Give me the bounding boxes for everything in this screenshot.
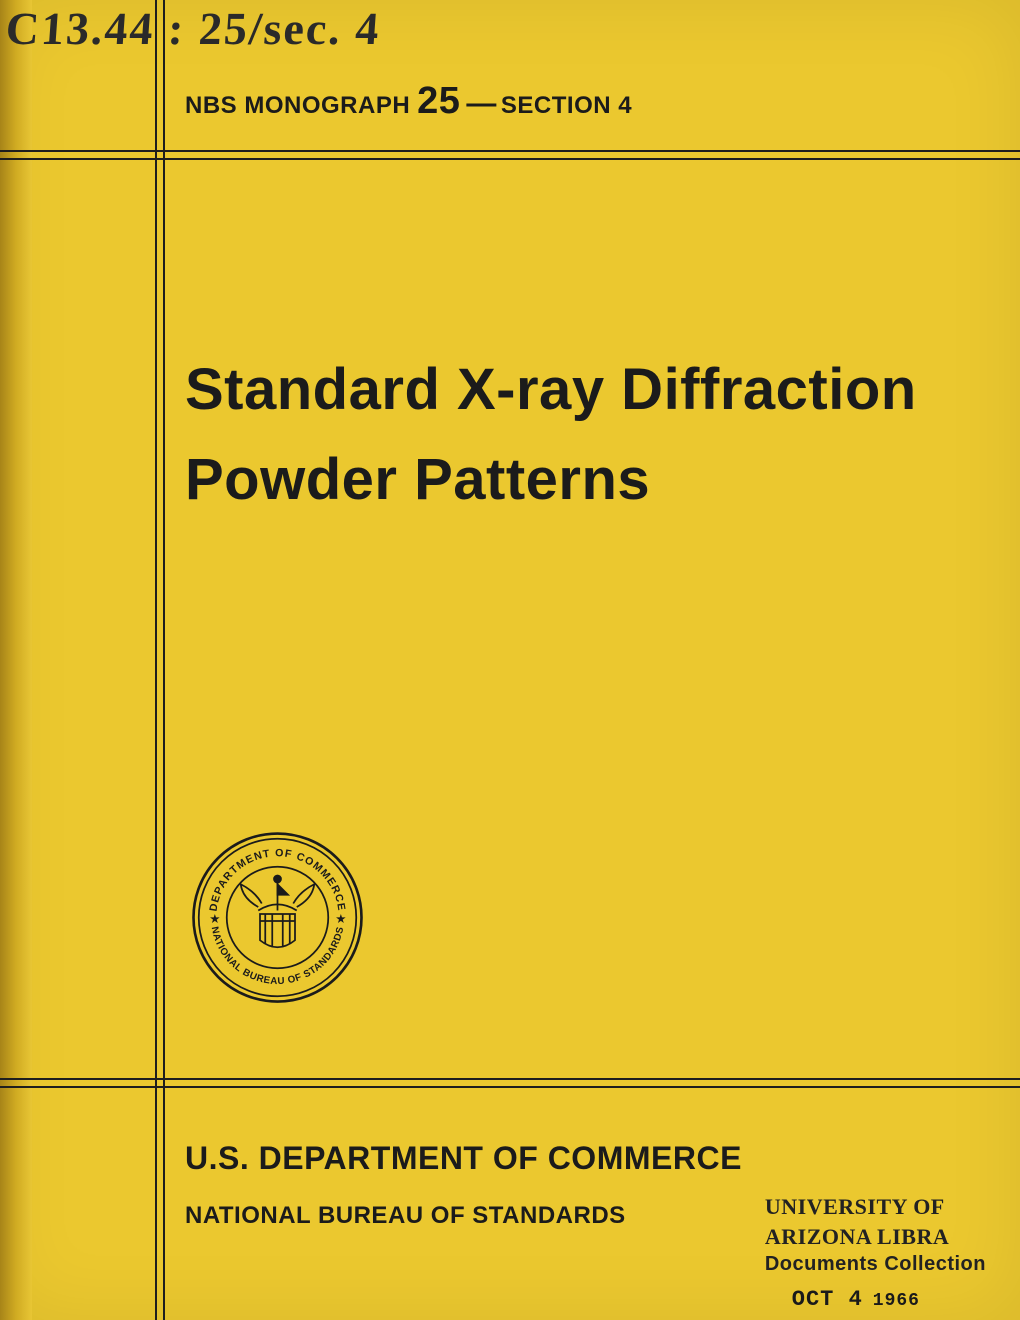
svg-text:★: ★	[335, 912, 346, 926]
date-stamp-monthday: OCT 4	[792, 1287, 863, 1312]
library-stamp-line-3: Documents Collection	[765, 1251, 986, 1278]
series-dash: —	[462, 87, 501, 120]
library-stamp: UNIVERSITY OF ARIZONA LIBRA Documents Co…	[765, 1192, 986, 1278]
title-line-2: Powder Patterns	[185, 435, 965, 525]
book-spine	[0, 0, 32, 1320]
series-prefix: NBS MONOGRAPH	[185, 92, 410, 119]
svg-text:★: ★	[209, 912, 220, 926]
library-stamp-line-2: ARIZONA LIBRA	[765, 1222, 986, 1252]
title-line-1: Standard X-ray Diffraction	[185, 345, 965, 435]
series-identifier: NBS MONOGRAPH 25—SECTION 4	[185, 80, 985, 123]
department-seal-icon: ★ ★ DEPARTMENT OF COMMERCE NATIONAL BURE…	[190, 830, 365, 1005]
vertical-rule	[155, 0, 165, 1320]
horizontal-rule-bottom	[0, 1078, 1020, 1088]
publisher-department: U.S. DEPARTMENT OF COMMERCE	[185, 1140, 742, 1177]
date-stamp-year: 1966	[863, 1291, 920, 1311]
receipt-date-stamp: OCT 41966	[792, 1287, 920, 1312]
handwritten-call-number: C13.44 : 25/sec. 4	[4, 2, 382, 55]
horizontal-rule-top	[0, 150, 1020, 160]
series-number: 25	[415, 80, 462, 122]
publisher-bureau: NATIONAL BUREAU OF STANDARDS	[185, 1202, 626, 1230]
library-stamp-line-1: UNIVERSITY OF	[765, 1192, 986, 1222]
series-suffix: SECTION 4	[501, 92, 632, 119]
document-cover: C13.44 : 25/sec. 4 NBS MONOGRAPH 25—SECT…	[0, 0, 1020, 1320]
document-title: Standard X-ray Diffraction Powder Patter…	[185, 345, 965, 525]
